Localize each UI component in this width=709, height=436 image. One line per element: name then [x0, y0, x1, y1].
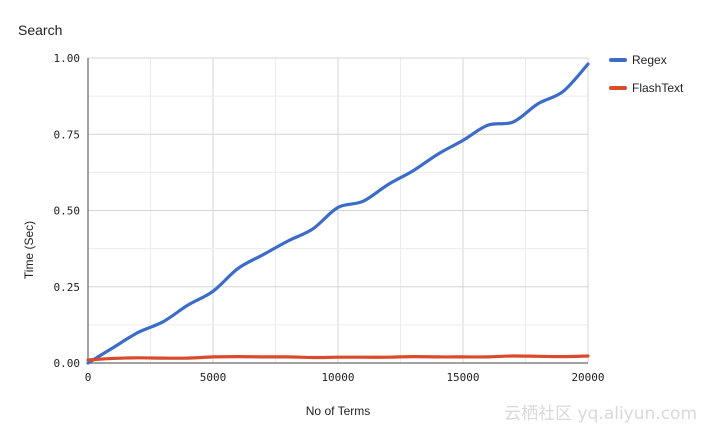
- chart-title: Search: [18, 22, 62, 38]
- series-line-flashtext: [86, 354, 590, 362]
- grid: [87, 57, 589, 364]
- x-tick-label: 0: [85, 371, 92, 384]
- y-axis-label: Time (Sec): [22, 221, 36, 279]
- y-tick-label: 1.00: [54, 52, 81, 65]
- x-axis-label: No of Terms: [306, 404, 370, 418]
- x-tick-label: 15000: [446, 371, 479, 384]
- y-tick-label: 0.50: [54, 205, 81, 218]
- tick-labels: 0 5000 10000 15000 20000 0.00 0.25 0.50 0.75 1.00: [54, 52, 605, 384]
- y-tick-label: 0.00: [54, 357, 81, 370]
- x-tick-label: 5000: [200, 371, 227, 384]
- legend-label-regex: Regex: [632, 53, 667, 67]
- legend: Regex FlashText: [609, 53, 684, 95]
- x-tick-label: 10000: [321, 371, 354, 384]
- x-tick-label: 20000: [571, 371, 604, 384]
- watermark-text: 云栖社区 yq.aliyun.com: [504, 404, 697, 424]
- series-layer: [86, 62, 590, 365]
- axes: [87, 58, 588, 364]
- series-line-regex: [86, 62, 590, 365]
- legend-label-flashtext: FlashText: [632, 81, 684, 95]
- y-tick-label: 0.75: [54, 128, 81, 141]
- y-tick-label: 0.25: [54, 281, 81, 294]
